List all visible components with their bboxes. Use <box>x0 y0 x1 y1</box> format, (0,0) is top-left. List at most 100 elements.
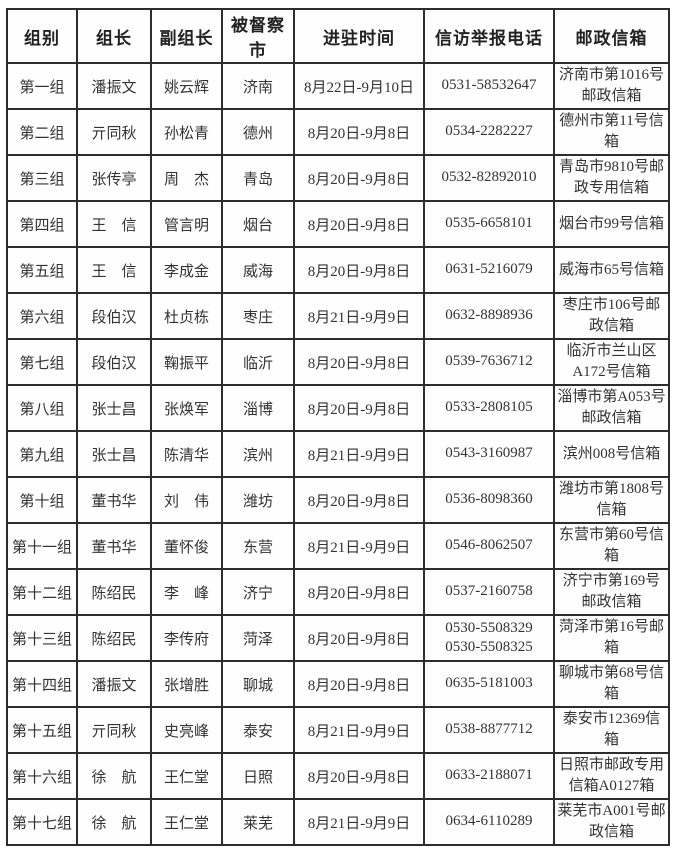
deputy-cell: 张增胜 <box>150 660 223 708</box>
table-row: 第十二组 陈绍民 李 峰 济宁 8月20日-9月8日 0537-2160758 … <box>6 568 670 616</box>
phone-cell: 0530-5508329 0530-5508325 <box>423 614 555 662</box>
leader-cell: 张传亭 <box>76 154 152 202</box>
group-cell: 第九组 <box>6 430 78 478</box>
leader-cell: 陈绍民 <box>76 614 152 662</box>
deputy-cell: 周 杰 <box>150 154 223 202</box>
phone-cell: 0631-5216079 <box>423 246 555 294</box>
city-cell: 淄博 <box>221 384 295 432</box>
deputy-cell: 鞠振平 <box>150 338 223 386</box>
group-cell: 第四组 <box>6 200 78 248</box>
mailbox-cell: 莱芜市A001号邮政信箱 <box>553 798 670 846</box>
table-row: 第八组 张士昌 张焕军 淄博 8月20日-9月8日 0533-2808105 淄… <box>6 384 670 432</box>
phone-cell: 0632-8898936 <box>423 292 555 340</box>
group-cell: 第十六组 <box>6 752 78 800</box>
mailbox-cell: 滨州008号信箱 <box>553 430 670 478</box>
phone-cell: 0634-6110289 <box>423 798 555 846</box>
mailbox-cell: 济宁市第169号邮政信箱 <box>553 568 670 616</box>
group-cell: 第六组 <box>6 292 78 340</box>
deputy-cell: 孙松青 <box>150 108 223 156</box>
phone-cell: 0539-7636712 <box>423 338 555 386</box>
mailbox-cell: 东营市第60号信箱 <box>553 522 670 570</box>
group-cell: 第十组 <box>6 476 78 524</box>
phone-cell: 0532-82892010 <box>423 154 555 202</box>
deputy-cell: 李 峰 <box>150 568 223 616</box>
mailbox-cell: 聊城市第68号信箱 <box>553 660 670 708</box>
column-header-deputy: 副组长 <box>150 8 223 64</box>
group-cell: 第十三组 <box>6 614 78 662</box>
mailbox-cell: 日照市邮政专用信箱A0127箱 <box>553 752 670 800</box>
deputy-cell: 李传府 <box>150 614 223 662</box>
column-header-period: 进驻时间 <box>293 8 425 64</box>
period-cell: 8月20日-9月8日 <box>293 384 425 432</box>
phone-cell: 0535-6658101 <box>423 200 555 248</box>
city-cell: 临沂 <box>221 338 295 386</box>
table-row: 第十六组 徐 航 王仁堂 日照 8月20日-9月8日 0633-2188071 … <box>6 752 670 800</box>
column-header-phone: 信访举报电话 <box>423 8 555 64</box>
table-row: 第六组 段伯汉 杜贞栋 枣庄 8月21日-9月9日 0632-8898936 枣… <box>6 292 670 340</box>
phone-cell: 0534-2282227 <box>423 108 555 156</box>
table-row: 第十七组 徐 航 王仁堂 莱芜 8月21日-9月9日 0634-6110289 … <box>6 798 670 846</box>
mailbox-cell: 临沂市兰山区A172号信箱 <box>553 338 670 386</box>
mailbox-cell: 青岛市9810号邮政专用信箱 <box>553 154 670 202</box>
deputy-cell: 董怀俊 <box>150 522 223 570</box>
leader-cell: 王 信 <box>76 200 152 248</box>
phone-cell: 0533-2808105 <box>423 384 555 432</box>
leader-cell: 陈绍民 <box>76 568 152 616</box>
period-cell: 8月20日-9月8日 <box>293 200 425 248</box>
mailbox-cell: 德州市第11号信箱 <box>553 108 670 156</box>
column-header-group: 组别 <box>6 8 78 64</box>
period-cell: 8月20日-9月8日 <box>293 338 425 386</box>
leader-cell: 张士昌 <box>76 430 152 478</box>
leader-cell: 潘振文 <box>76 62 152 110</box>
phone-cell: 0531-58532647 <box>423 62 555 110</box>
leader-cell: 徐 航 <box>76 798 152 846</box>
leader-cell: 亓同秋 <box>76 706 152 754</box>
mailbox-cell: 烟台市99号信箱 <box>553 200 670 248</box>
table-row: 第五组 王 信 李成金 威海 8月20日-9月8日 0631-5216079 威… <box>6 246 670 294</box>
period-cell: 8月21日-9月9日 <box>293 522 425 570</box>
table-body: 第一组 潘振文 姚云辉 济南 8月22日-9月10日 0531-58532647… <box>6 62 670 846</box>
leader-cell: 董书华 <box>76 522 152 570</box>
group-cell: 第八组 <box>6 384 78 432</box>
phone-cell: 0635-5181003 <box>423 660 555 708</box>
deputy-cell: 陈清华 <box>150 430 223 478</box>
city-cell: 聊城 <box>221 660 295 708</box>
city-cell: 潍坊 <box>221 476 295 524</box>
city-cell: 枣庄 <box>221 292 295 340</box>
city-cell: 日照 <box>221 752 295 800</box>
group-cell: 第十一组 <box>6 522 78 570</box>
period-cell: 8月20日-9月8日 <box>293 752 425 800</box>
period-cell: 8月20日-9月8日 <box>293 614 425 662</box>
group-cell: 第十七组 <box>6 798 78 846</box>
city-cell: 莱芜 <box>221 798 295 846</box>
phone-cell: 0537-2160758 <box>423 568 555 616</box>
phone-cell: 0546-8062507 <box>423 522 555 570</box>
period-cell: 8月21日-9月9日 <box>293 706 425 754</box>
leader-cell: 段伯汉 <box>76 292 152 340</box>
table-row: 第十四组 潘振文 张增胜 聊城 8月20日-9月8日 0635-5181003 … <box>6 660 670 708</box>
table-row: 第十一组 董书华 董怀俊 东营 8月21日-9月9日 0546-8062507 … <box>6 522 670 570</box>
group-cell: 第二组 <box>6 108 78 156</box>
city-cell: 菏泽 <box>221 614 295 662</box>
table-row: 第十五组 亓同秋 史亮峰 泰安 8月21日-9月9日 0538-8877712 … <box>6 706 670 754</box>
mailbox-cell: 菏泽市第16号邮箱 <box>553 614 670 662</box>
table-header: 组别 组长 副组长 被督察市 进驻时间 信访举报电话 邮政信箱 <box>6 8 670 64</box>
mailbox-cell: 潍坊市第1808号信箱 <box>553 476 670 524</box>
leader-cell: 董书华 <box>76 476 152 524</box>
period-cell: 8月20日-9月8日 <box>293 246 425 294</box>
leader-cell: 王 信 <box>76 246 152 294</box>
leader-cell: 徐 航 <box>76 752 152 800</box>
deputy-cell: 杜贞栋 <box>150 292 223 340</box>
period-cell: 8月20日-9月8日 <box>293 154 425 202</box>
mailbox-cell: 济南市第1016号邮政信箱 <box>553 62 670 110</box>
header-row: 组别 组长 副组长 被督察市 进驻时间 信访举报电话 邮政信箱 <box>6 8 670 64</box>
city-cell: 滨州 <box>221 430 295 478</box>
city-cell: 济南 <box>221 62 295 110</box>
period-cell: 8月20日-9月8日 <box>293 660 425 708</box>
city-cell: 东营 <box>221 522 295 570</box>
inspection-groups-table: 组别 组长 副组长 被督察市 进驻时间 信访举报电话 邮政信箱 第一组 潘振文 … <box>6 8 670 846</box>
period-cell: 8月21日-9月9日 <box>293 430 425 478</box>
period-cell: 8月20日-9月8日 <box>293 476 425 524</box>
leader-cell: 亓同秋 <box>76 108 152 156</box>
